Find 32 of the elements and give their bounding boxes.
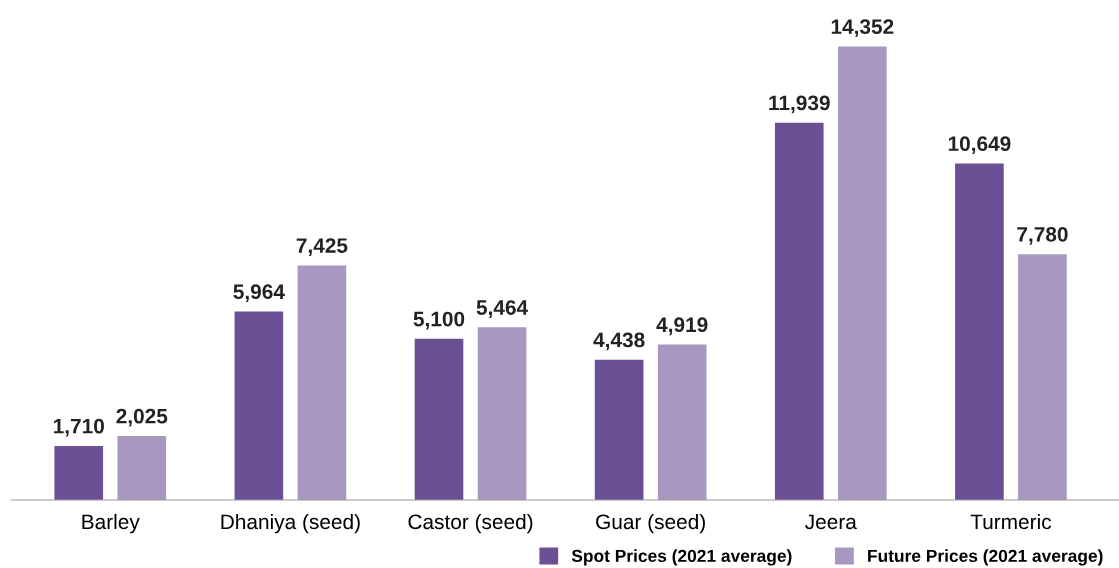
data-label: 10,649 [948,136,1011,155]
bar [477,327,527,500]
x-tick-label: Barley [82,513,140,534]
x-tick-label: Jeera [805,514,857,530]
bar [117,436,167,500]
bar [297,265,347,500]
bar [1018,254,1067,500]
bar [955,163,1004,500]
data-label: 4,919 [656,317,708,336]
bar [234,311,284,500]
data-label: 5,964 [233,284,285,303]
data-label: 2,025 [116,408,168,427]
data-label: 5,100 [413,311,465,330]
legend-label: Future Prices (2021 average) [868,549,1103,566]
bar [837,46,887,500]
legend-label: Spot Prices (2021 average) [571,549,792,566]
bar [54,445,104,500]
bar [414,338,464,500]
bar [594,359,644,500]
data-label: 7,780 [1017,226,1068,245]
data-label: 11,939 [769,95,830,114]
x-tick-label: Castor (seed) [408,513,533,534]
bar [774,122,824,500]
data-label: 1,710 [53,418,104,437]
data-label: 4,438 [593,332,645,351]
x-tick-label: Turmeric [970,513,1052,530]
data-label: 7,425 [296,238,348,256]
x-tick-label: Dhaniya (seed) [221,513,360,534]
bar [657,344,707,500]
x-tick-label: Guar (seed) [596,513,705,534]
data-label: 14,352 [831,19,894,38]
data-label: 5,464 [476,300,529,318]
